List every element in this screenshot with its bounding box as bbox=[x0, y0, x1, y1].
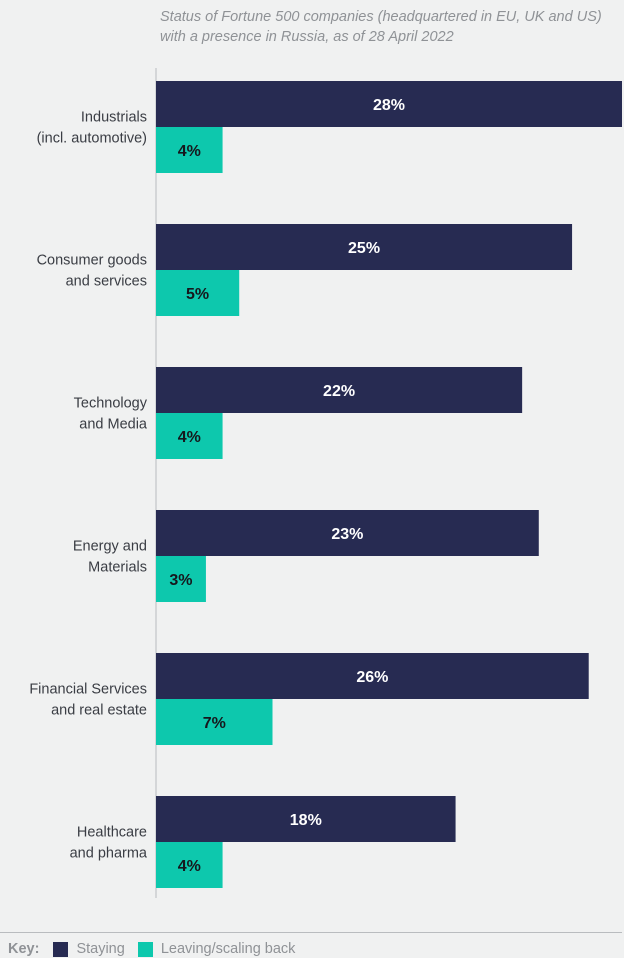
category-label: Healthcare and pharma bbox=[70, 825, 148, 862]
category-label: Industrials (incl. automotive) bbox=[37, 110, 147, 147]
data-label: 4% bbox=[178, 429, 201, 446]
bar-leaving bbox=[156, 127, 223, 173]
data-label: 7% bbox=[203, 715, 226, 732]
category-label-line: Financial Services bbox=[29, 682, 147, 698]
bar-leaving bbox=[156, 556, 206, 602]
bar-staying bbox=[156, 796, 456, 842]
bar-chart: Industrials (incl. automotive) 28% 4% Consum… bbox=[29, 68, 622, 898]
legend-label-leaving: Leaving/scaling back bbox=[160, 941, 296, 957]
bar-staying bbox=[156, 367, 523, 413]
key-divider bbox=[0, 932, 622, 933]
legend-label-staying: Staying bbox=[76, 941, 125, 957]
data-label: 22% bbox=[323, 383, 355, 400]
category-label: Energy and Materials bbox=[73, 539, 147, 576]
data-label: 25% bbox=[348, 240, 380, 257]
legend: Key: Staying Leaving/scaling back bbox=[8, 940, 308, 958]
category-label-line: and real estate bbox=[51, 703, 147, 719]
chart-subtitle: Status of Fortune 500 companies (headqua… bbox=[160, 9, 602, 45]
category-label-line: and Media bbox=[79, 417, 148, 433]
bar-staying bbox=[156, 510, 539, 556]
category-label: Financial Services and real estate bbox=[29, 682, 147, 719]
category-label-line: (incl. automotive) bbox=[37, 131, 147, 147]
bar-leaving bbox=[156, 270, 240, 316]
bar-leaving bbox=[156, 413, 223, 459]
legend-title: Key: bbox=[8, 941, 40, 957]
bar-staying bbox=[156, 224, 573, 270]
category-label: Technology and Media bbox=[74, 396, 148, 433]
data-label: 4% bbox=[178, 858, 201, 875]
data-label: 23% bbox=[331, 526, 363, 543]
legend-swatch-leaving bbox=[137, 941, 153, 957]
data-label: 26% bbox=[356, 669, 388, 686]
bar-leaving bbox=[156, 699, 273, 745]
legend-item-staying: Staying bbox=[53, 941, 125, 957]
legend-item-leaving: Leaving/scaling back bbox=[137, 941, 296, 957]
data-label: 3% bbox=[169, 572, 192, 589]
category-label-line: Technology bbox=[74, 396, 148, 412]
bar-leaving bbox=[156, 842, 223, 888]
data-label: 5% bbox=[186, 286, 209, 303]
data-label: 18% bbox=[290, 812, 322, 829]
category-label: Consumer goods and services bbox=[37, 253, 147, 290]
data-label: 28% bbox=[373, 97, 405, 114]
legend-swatch-staying bbox=[53, 941, 69, 957]
category-label-line: Consumer goods bbox=[37, 253, 147, 269]
bar-staying bbox=[156, 81, 622, 127]
category-label-line: Healthcare bbox=[77, 825, 147, 841]
category-label-line: Materials bbox=[88, 560, 147, 576]
category-label-line: Energy and bbox=[73, 539, 147, 555]
category-label-line: Industrials bbox=[81, 110, 147, 126]
data-label: 4% bbox=[178, 143, 201, 160]
category-label-line: and services bbox=[66, 274, 147, 290]
bar-staying bbox=[156, 653, 589, 699]
category-label-line: and pharma bbox=[70, 846, 148, 862]
